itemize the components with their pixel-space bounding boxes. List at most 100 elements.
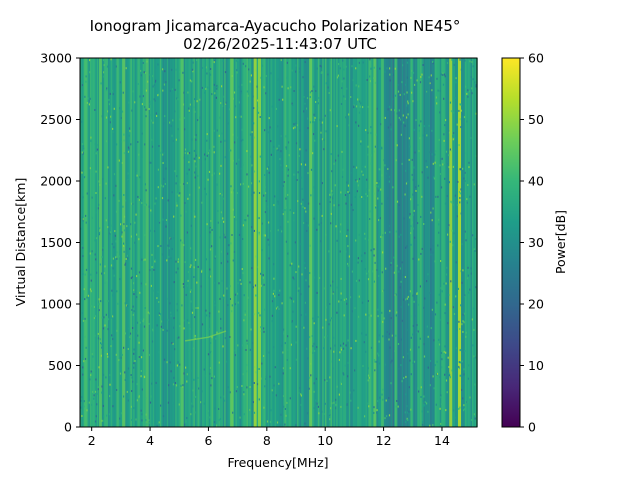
heatmap-column bbox=[96, 58, 99, 427]
heatmap-pixel bbox=[330, 347, 332, 350]
heatmap-pixel bbox=[418, 258, 420, 261]
heatmap-pixel bbox=[448, 130, 450, 133]
heatmap-pixel bbox=[450, 158, 452, 161]
heatmap-pixel bbox=[183, 327, 185, 330]
heatmap-pixel bbox=[360, 143, 362, 146]
heatmap-pixel bbox=[166, 259, 168, 262]
heatmap-pixel bbox=[430, 253, 432, 256]
heatmap-pixel bbox=[461, 388, 463, 391]
heatmap-pixel bbox=[271, 389, 273, 392]
heatmap-pixel bbox=[116, 257, 118, 260]
heatmap-pixel bbox=[333, 401, 335, 404]
heatmap-pixel bbox=[330, 212, 332, 215]
heatmap-pixel bbox=[213, 281, 216, 284]
heatmap-pixel bbox=[247, 296, 249, 299]
heatmap-pixel bbox=[418, 124, 420, 127]
heatmap-pixel bbox=[432, 207, 434, 210]
heatmap-pixel bbox=[291, 69, 293, 72]
heatmap-pixel bbox=[130, 143, 132, 146]
heatmap-pixel bbox=[359, 195, 361, 198]
heatmap-column bbox=[225, 58, 228, 427]
heatmap-pixel bbox=[386, 331, 388, 333]
heatmap-column bbox=[228, 58, 230, 427]
heatmap-pixel bbox=[439, 396, 441, 399]
heatmap-pixel bbox=[161, 253, 164, 256]
heatmap-pixel bbox=[373, 254, 375, 257]
heatmap-pixel bbox=[396, 144, 398, 147]
heatmap-pixel bbox=[210, 227, 212, 230]
heatmap-pixel bbox=[81, 84, 83, 87]
heatmap-pixel bbox=[98, 203, 100, 206]
heatmap-pixel bbox=[286, 359, 288, 361]
heatmap-pixel bbox=[392, 73, 394, 76]
heatmap-pixel bbox=[262, 276, 264, 279]
heatmap-pixel bbox=[461, 352, 463, 355]
heatmap-pixel bbox=[294, 241, 296, 244]
heatmap-pixel bbox=[101, 256, 103, 259]
heatmap-pixel bbox=[301, 326, 303, 329]
heatmap-pixel bbox=[439, 173, 442, 175]
heatmap-pixel bbox=[313, 85, 315, 88]
heatmap-column bbox=[248, 58, 250, 427]
heatmap-pixel bbox=[278, 98, 280, 101]
heatmap-pixel bbox=[219, 116, 221, 119]
heatmap-pixel bbox=[124, 371, 126, 374]
heatmap-pixel bbox=[399, 286, 401, 289]
heatmap-column bbox=[271, 58, 274, 427]
heatmap-pixel bbox=[452, 244, 454, 247]
heatmap-pixel bbox=[378, 354, 380, 357]
heatmap-bright-band bbox=[122, 58, 126, 427]
heatmap-column bbox=[339, 58, 341, 427]
heatmap-pixel bbox=[470, 76, 472, 78]
heatmap-column bbox=[435, 58, 438, 427]
x-tick-label: 8 bbox=[263, 433, 271, 448]
heatmap-pixel bbox=[201, 201, 203, 204]
heatmap-pixel bbox=[131, 109, 133, 112]
heatmap-pixel bbox=[86, 192, 88, 195]
heatmap-column bbox=[358, 58, 361, 427]
heatmap-pixel bbox=[440, 394, 442, 397]
heatmap-pixel bbox=[399, 118, 401, 121]
heatmap-pixel bbox=[410, 408, 412, 411]
heatmap-pixel bbox=[400, 133, 402, 136]
heatmap-pixel bbox=[404, 124, 406, 127]
heatmap-column bbox=[319, 58, 321, 427]
heatmap-pixel bbox=[276, 147, 278, 150]
heatmap-pixel bbox=[213, 129, 215, 132]
heatmap-pixel bbox=[180, 239, 182, 242]
heatmap-pixel bbox=[271, 314, 273, 317]
heatmap-pixel bbox=[442, 73, 444, 76]
heatmap-pixel bbox=[286, 76, 288, 79]
heatmap-pixel bbox=[356, 180, 358, 183]
heatmap-pixel bbox=[316, 228, 318, 231]
heatmap-pixel bbox=[280, 413, 282, 416]
heatmap-pixel bbox=[168, 247, 170, 250]
heatmap-pixel bbox=[227, 304, 229, 307]
heatmap-pixel bbox=[367, 402, 369, 405]
heatmap-pixel bbox=[238, 233, 241, 236]
heatmap-pixel bbox=[125, 258, 127, 260]
heatmap-pixel bbox=[217, 221, 219, 224]
heatmap-pixel bbox=[244, 313, 246, 316]
heatmap-pixel bbox=[189, 193, 191, 196]
heatmap-pixel bbox=[393, 256, 395, 259]
heatmap-pixel bbox=[241, 83, 243, 86]
heatmap-pixel bbox=[123, 215, 126, 218]
heatmap-pixel bbox=[102, 419, 104, 422]
heatmap-pixel bbox=[397, 405, 399, 408]
heatmap-pixel bbox=[280, 164, 282, 167]
heatmap-pixel bbox=[407, 180, 409, 183]
heatmap-pixel bbox=[151, 382, 153, 385]
heatmap-pixel bbox=[216, 87, 218, 90]
heatmap-pixel bbox=[107, 318, 110, 321]
heatmap-pixel bbox=[470, 272, 472, 275]
heatmap-pixel bbox=[144, 258, 146, 261]
heatmap-pixel bbox=[124, 378, 126, 381]
heatmap-pixel bbox=[230, 242, 232, 245]
heatmap-pixel bbox=[451, 229, 453, 232]
heatmap-pixel bbox=[150, 161, 152, 164]
heatmap-pixel bbox=[387, 126, 389, 129]
heatmap-pixel bbox=[386, 415, 388, 418]
heatmap-column bbox=[133, 58, 135, 427]
heatmap-pixel bbox=[258, 368, 260, 370]
